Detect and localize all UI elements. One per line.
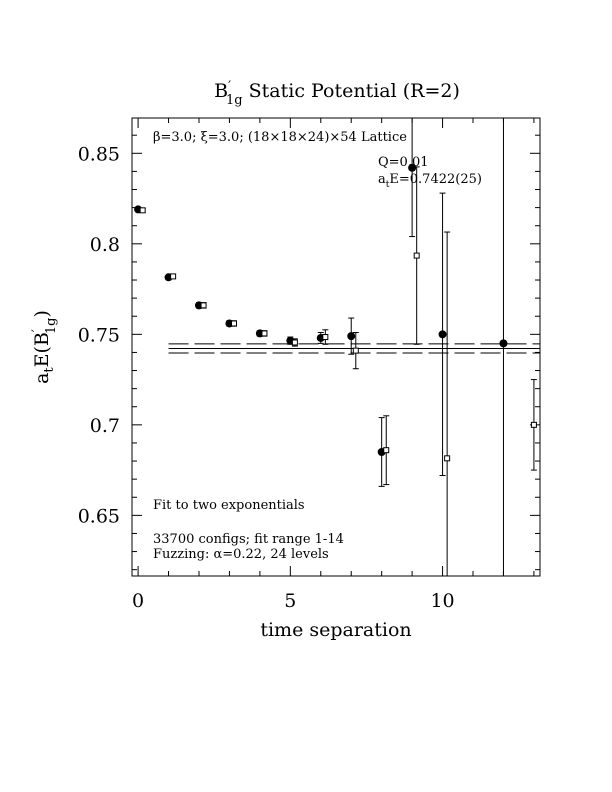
data-point-circle (499, 339, 508, 348)
data-point-square (139, 207, 146, 214)
configs-annotation: 33700 configs; fit range 1-14 (153, 532, 344, 547)
y-tick-label: 0.75 (78, 324, 120, 346)
data-points (134, 118, 537, 576)
data-point-circle (408, 163, 417, 172)
lattice-annotation: β=3.0; ξ=3.0; (18×18×24)×54 Lattice (153, 130, 407, 145)
x-tick-label: 10 (430, 590, 454, 612)
fit-result-annotation: atE=0.7422(25) (378, 172, 482, 190)
plot-area (131, 117, 541, 577)
x-tick-label: 0 (132, 590, 144, 612)
data-point-square (231, 320, 237, 327)
data-point-square (261, 330, 268, 337)
data-point-square (291, 339, 298, 346)
y-tick-labels: 0.65 0.7 0.75 0.8 0.85 (78, 143, 120, 527)
x-axis-label: time separation (260, 619, 411, 641)
data-point-square (444, 455, 451, 462)
data-point-square (322, 334, 329, 341)
x-tick-labels: 0 5 10 (132, 590, 455, 612)
data-point-circle (347, 332, 356, 341)
chart-title: B′ 1g Static Potential (R=2) (214, 79, 460, 108)
y-tick-label: 0.7 (90, 415, 120, 437)
data-point-square (200, 302, 207, 309)
data-point-square (352, 347, 359, 354)
y-tick-label: 0.8 (90, 234, 120, 256)
data-point-square (530, 421, 537, 428)
data-point-square (413, 252, 420, 259)
data-point-circle (438, 330, 447, 339)
fuzzing-annotation: Fuzzing: α=0.22, 24 levels (153, 547, 329, 562)
y-tick-label: 0.85 (78, 143, 120, 165)
y-tick-label: 0.65 (78, 505, 120, 527)
data-point-square (170, 273, 177, 280)
fit-type-annotation: Fit to two exponentials (153, 498, 305, 513)
x-tick-label: 5 (284, 590, 296, 612)
y-axis-label: atE(B′1g) (30, 310, 59, 384)
data-point-square (383, 447, 390, 454)
q-annotation: Q=0.01 (378, 155, 429, 170)
